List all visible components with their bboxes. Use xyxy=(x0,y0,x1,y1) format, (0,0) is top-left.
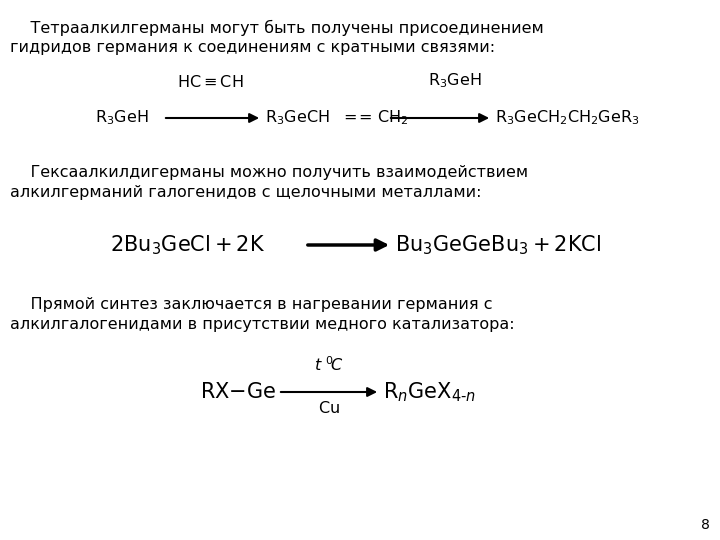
Text: гидридов германия к соединениям с кратными связями:: гидридов германия к соединениям с кратны… xyxy=(10,40,495,55)
Text: 8: 8 xyxy=(701,518,710,532)
Text: $\mathregular{R_3GeH}$: $\mathregular{R_3GeH}$ xyxy=(428,71,482,90)
Text: $\mathrm{R}_n\mathrm{GeX}_{4\text{-}n}$: $\mathrm{R}_n\mathrm{GeX}_{4\text{-}n}$ xyxy=(383,380,476,404)
Text: Прямой синтез заключается в нагревании германия с: Прямой синтез заключается в нагревании г… xyxy=(10,297,492,312)
Text: $\mathregular{R_3GeCH}$: $\mathregular{R_3GeCH}$ xyxy=(265,109,330,127)
Text: алкилгалогенидами в присутствии медного катализатора:: алкилгалогенидами в присутствии медного … xyxy=(10,317,515,332)
Text: $\mathregular{R_3GeH}$: $\mathregular{R_3GeH}$ xyxy=(95,109,148,127)
Text: Гексаалкилдигерманы можно получить взаимодействием: Гексаалкилдигерманы можно получить взаим… xyxy=(10,165,528,180)
Text: $\mathregular{{\,=\!\!=\,}CH_2}$: $\mathregular{{\,=\!\!=\,}CH_2}$ xyxy=(338,109,409,127)
Text: $2\mathrm{Bu}_3\mathrm{GeCl} + 2\mathrm{K}$: $2\mathrm{Bu}_3\mathrm{GeCl} + 2\mathrm{… xyxy=(110,233,265,257)
Text: $\mathrm{RX}{-}\mathrm{Ge}$: $\mathrm{RX}{-}\mathrm{Ge}$ xyxy=(200,382,276,402)
Text: Тетраалкилгерманы могут быть получены присоединением: Тетраалкилгерманы могут быть получены пр… xyxy=(10,20,544,36)
Text: $\mathrm{Cu}$: $\mathrm{Cu}$ xyxy=(318,400,340,416)
Text: $\mathrm{Bu}_3\mathrm{GeGeBu}_3 + 2\mathrm{KCl}$: $\mathrm{Bu}_3\mathrm{GeGeBu}_3 + 2\math… xyxy=(395,233,601,257)
Text: $t\ {}^{0}\!C$: $t\ {}^{0}\!C$ xyxy=(314,355,344,374)
Text: $\mathregular{R_3GeCH_2CH_2GeR_3}$: $\mathregular{R_3GeCH_2CH_2GeR_3}$ xyxy=(495,109,639,127)
Text: алкилгерманий галогенидов с щелочными металлами:: алкилгерманий галогенидов с щелочными ме… xyxy=(10,185,482,200)
Text: $\mathregular{HC{\equiv}CH}$: $\mathregular{HC{\equiv}CH}$ xyxy=(176,74,243,90)
